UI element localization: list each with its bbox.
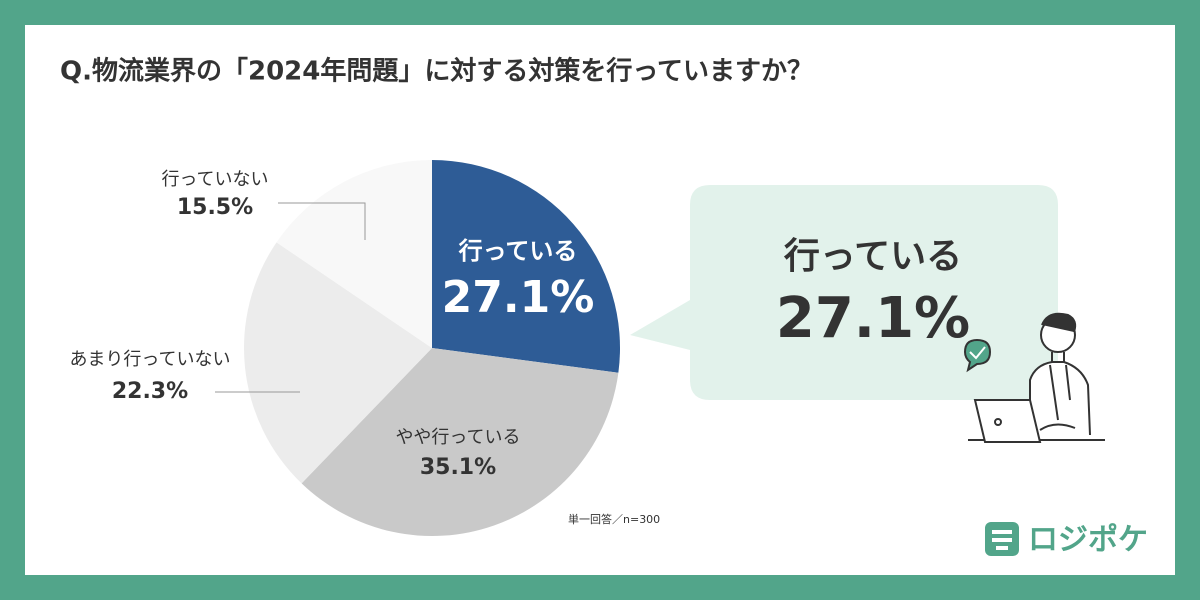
slice-label: 行っていない: [161, 169, 268, 190]
illustration: [963, 312, 1105, 443]
callout-value: 27.1%: [776, 286, 970, 351]
pie-slice: [301, 348, 619, 536]
callout-label: 行っている: [784, 236, 962, 277]
leader-line: [278, 202, 366, 240]
slice-value: 15.5%: [177, 195, 253, 220]
chart-title: Q.物流業界の「2024年問題」に対する対策を行っていますか？: [60, 56, 813, 87]
slice-label: あまり行っていない: [69, 349, 230, 370]
logo-icon: [985, 522, 1019, 556]
slice-value: 27.1%: [442, 272, 595, 323]
pie-slice: [276, 160, 432, 348]
slice-value: 35.1%: [420, 455, 496, 480]
pie-slice: [432, 160, 620, 373]
brand: ロジポケ: [1028, 523, 1148, 558]
callout-box: [630, 185, 1058, 400]
pie-slice: [244, 242, 432, 484]
slice-label: 行っている: [458, 237, 578, 265]
pie: [244, 160, 620, 536]
note: 単一回答／n=300: [568, 512, 660, 526]
slice-label: やや行っている: [395, 427, 520, 448]
slice-value: 22.3%: [112, 379, 188, 404]
